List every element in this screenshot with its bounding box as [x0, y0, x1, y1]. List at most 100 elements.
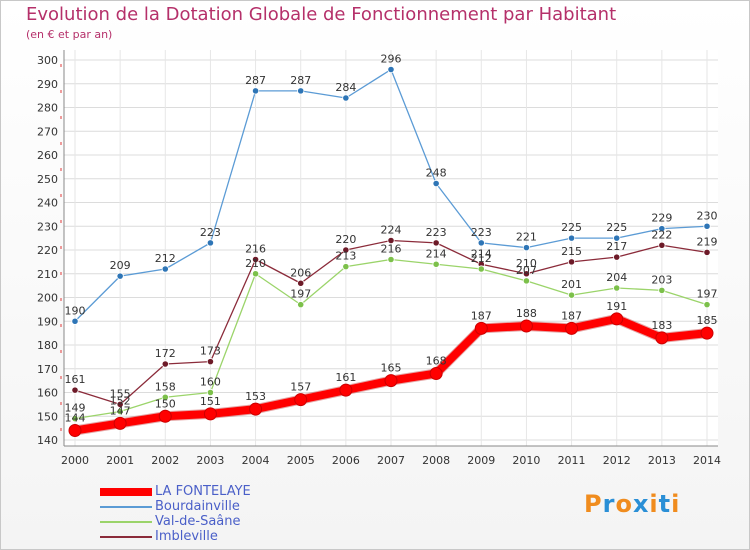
legend-label-bourdainville: Bourdainville [155, 499, 240, 514]
data-point [522, 270, 531, 278]
data-label: 223 [426, 226, 447, 239]
data-label: 203 [651, 273, 672, 286]
data-point [519, 319, 533, 333]
data-point [613, 284, 621, 292]
legend-item-bourdainville: Bourdainville [100, 499, 360, 515]
data-label: 207 [516, 264, 537, 277]
data-point [206, 239, 215, 247]
data-point [432, 260, 440, 268]
data-point [703, 222, 711, 230]
data-point [703, 301, 711, 309]
data-point [161, 360, 169, 368]
data-label: 188 [516, 307, 537, 320]
data-label: 183 [651, 319, 672, 332]
data-label: 284 [335, 81, 356, 94]
data-label: 213 [335, 250, 356, 263]
data-point [432, 239, 440, 247]
x-tick-label: 2012 [603, 454, 631, 467]
data-label: 204 [606, 271, 627, 284]
y-tick-label: 170 [37, 363, 58, 376]
x-tick-label: 2003 [196, 454, 224, 467]
data-point [297, 279, 305, 287]
legend-swatch-imbleville [100, 536, 152, 538]
logo-letter: x [632, 490, 650, 518]
data-point [251, 270, 260, 278]
data-point [251, 87, 260, 95]
data-label: 230 [697, 209, 718, 222]
chart-subtitle: (en € et par an) [26, 28, 113, 41]
data-label: 187 [561, 309, 582, 322]
y-tick-label: 250 [37, 173, 58, 186]
data-point [387, 236, 395, 245]
logo-letter: i [671, 490, 681, 518]
data-label: 210 [245, 257, 266, 270]
x-tick-label: 2011 [558, 454, 586, 467]
data-label: 161 [335, 371, 356, 384]
y-tick-label: 150 [37, 410, 58, 423]
data-label: 212 [471, 252, 492, 265]
data-label: 150 [155, 397, 176, 410]
data-label: 220 [335, 233, 356, 246]
data-point [658, 241, 666, 249]
data-point [432, 179, 440, 188]
data-point [249, 402, 263, 416]
x-tick-label: 2005 [287, 454, 315, 467]
x-tick-label: 2000 [61, 454, 89, 467]
legend-swatch-bourdainville [100, 506, 152, 508]
data-point [477, 239, 485, 247]
data-label: 221 [516, 231, 537, 244]
legend-item-val-de-saane: Val-de-Saâne [100, 514, 360, 530]
x-tick-label: 2014 [693, 454, 721, 467]
data-label: 161 [65, 373, 86, 386]
y-tick-label: 140 [37, 434, 58, 447]
data-label: 215 [561, 245, 582, 258]
data-point [71, 415, 79, 423]
data-point [116, 407, 124, 416]
data-point [477, 265, 485, 273]
data-label: 147 [110, 404, 131, 417]
data-label: 197 [290, 288, 311, 301]
logo-letter: o [615, 490, 633, 518]
data-point [613, 234, 621, 242]
data-label: 210 [516, 257, 537, 270]
data-label: 190 [65, 304, 86, 317]
data-point [206, 358, 215, 366]
data-label: 155 [110, 387, 131, 400]
data-label: 287 [290, 74, 311, 87]
data-label: 160 [200, 376, 221, 389]
y-tick-label: 240 [37, 197, 58, 210]
data-label: 187 [471, 309, 492, 322]
data-label: 209 [110, 259, 131, 272]
data-point [339, 383, 353, 397]
data-point [294, 393, 308, 407]
x-tick-label: 2007 [377, 454, 405, 467]
logo-letter: i [649, 490, 659, 518]
data-label: 225 [606, 221, 627, 234]
data-label: 153 [245, 390, 266, 403]
data-point [158, 409, 172, 423]
data-point [703, 248, 711, 256]
logo-letter: r [602, 490, 616, 518]
data-point [613, 253, 621, 261]
data-label: 168 [426, 355, 447, 368]
y-tick-label: 200 [37, 292, 58, 305]
x-tick-label: 2001 [106, 454, 134, 467]
legend-item-la-fontelaye: LA FONTELAYE [100, 484, 360, 500]
data-label: 149 [65, 402, 86, 415]
data-label: 219 [697, 235, 718, 248]
legend-swatch-la-fontelaye [100, 488, 152, 496]
chart-title: Evolution de la Dotation Globale de Fonc… [26, 4, 617, 25]
data-label: 212 [155, 252, 176, 265]
y-tick-label: 280 [37, 102, 58, 115]
y-tick-label: 190 [37, 315, 58, 328]
x-tick-label: 2004 [242, 454, 270, 467]
data-point [113, 416, 127, 430]
data-point [565, 321, 579, 335]
y-tick-label: 230 [37, 220, 58, 233]
data-label: 206 [290, 266, 311, 279]
data-point [342, 246, 350, 254]
data-label: 157 [290, 381, 311, 394]
y-tick-label: 210 [37, 268, 58, 281]
y-tick-label: 220 [37, 244, 58, 257]
